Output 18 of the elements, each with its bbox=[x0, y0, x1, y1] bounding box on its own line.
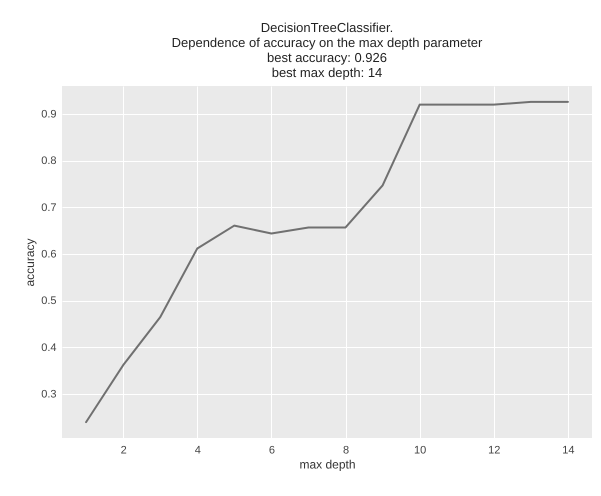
y-tick-label: 0.5 bbox=[41, 295, 56, 308]
y-tick-label: 0.4 bbox=[41, 342, 56, 354]
y-tick-label: 0.9 bbox=[41, 108, 56, 121]
y-tick-label: 0.7 bbox=[41, 202, 56, 214]
x-tick-label: 8 bbox=[342, 444, 350, 456]
x-tick-label: 2 bbox=[120, 444, 127, 456]
x-tick-label: 14 bbox=[562, 444, 575, 456]
y-axis-title: accuracy bbox=[23, 238, 38, 287]
x-axis-title: max depth bbox=[299, 458, 356, 472]
x-tick-label: 4 bbox=[194, 444, 201, 456]
x-tick-label: 6 bbox=[268, 444, 275, 456]
y-tick-label: 0.6 bbox=[41, 248, 56, 261]
y-tick-label: 0.8 bbox=[41, 155, 56, 168]
x-tick-label: 12 bbox=[488, 444, 500, 456]
line-series bbox=[85, 100, 569, 424]
x-tick-label: 10 bbox=[414, 444, 426, 456]
y-tick-label: 0.3 bbox=[41, 388, 56, 401]
chart-title: DecisionTreeClassifier. Dependence of accuracy on the max depth parameter best accuracy: 0.926 best max depth: 14 bbox=[172, 20, 484, 80]
